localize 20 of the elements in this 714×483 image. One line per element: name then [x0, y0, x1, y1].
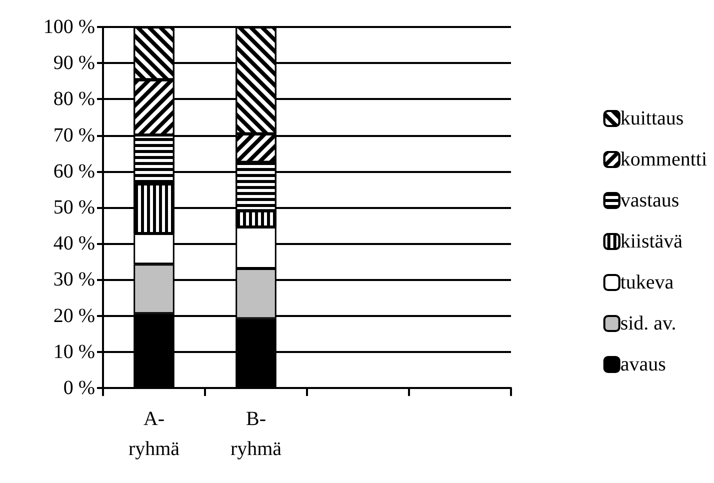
legend-label: kiistävä	[620, 230, 683, 252]
legend-label: kommentti	[620, 148, 708, 170]
y-tick-label: 30 %	[53, 268, 95, 291]
y-tick-label: 70 %	[53, 124, 95, 146]
legend-label: tukeva	[620, 272, 674, 294]
y-tick-label: 90 %	[53, 52, 95, 74]
x-tick-label: A-ryhmä	[128, 408, 180, 460]
y-tick-label: 0 %	[63, 377, 95, 399]
legend-label: sid. av.	[620, 312, 676, 334]
y-tick-label: 50 %	[53, 196, 95, 218]
y-tick-label: 80 %	[53, 88, 95, 110]
y-tick-label: 100 %	[43, 16, 95, 38]
legend-label: avaus	[620, 354, 666, 376]
legend-label: kuittaus	[620, 108, 684, 130]
y-tick-label: 10 %	[53, 340, 95, 363]
x-tick-label: B-ryhmä	[230, 408, 282, 460]
y-tick-label: 60 %	[53, 160, 95, 182]
legend-label: vastaus	[620, 190, 680, 212]
y-tick-label: 20 %	[53, 304, 95, 327]
y-tick-label: 40 %	[53, 232, 95, 255]
